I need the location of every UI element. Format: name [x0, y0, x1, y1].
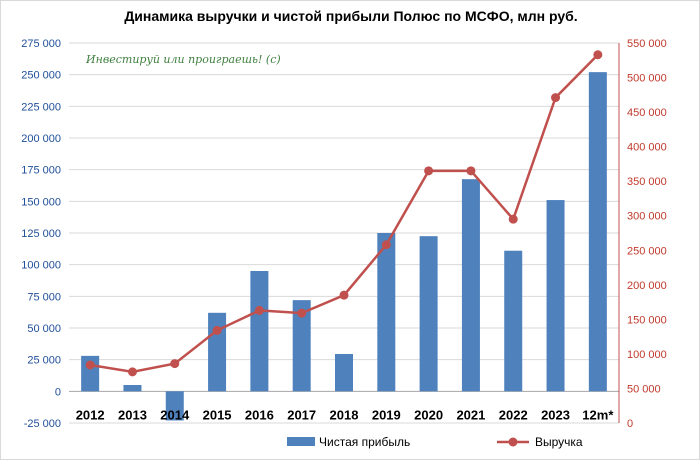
revenue-point-2021: [466, 166, 476, 176]
revenue-point-2014: [170, 359, 180, 369]
left-tick-label: 175 000: [21, 165, 61, 177]
right-tick-label: 400 000: [627, 142, 667, 154]
revenue-point-12m*: [593, 50, 603, 60]
left-tick-label: 200 000: [21, 133, 61, 145]
x-tick-label: 2019: [372, 407, 401, 422]
revenue-point-2019: [381, 240, 391, 250]
left-tick-label: 150 000: [21, 196, 61, 208]
x-tick-label: 2018: [330, 407, 359, 422]
left-tick-label: 25 000: [27, 355, 61, 367]
right-tick-label: 550 000: [627, 38, 667, 50]
chart-title: Динамика выручки и чистой прибыли Полюс …: [124, 8, 577, 24]
right-tick-label: 0: [627, 418, 633, 430]
left-tick-label: 100 000: [21, 260, 61, 272]
x-tick-label: 2013: [118, 407, 147, 422]
x-tick-label: 2014: [160, 407, 190, 422]
bar-2022: [504, 250, 523, 392]
left-axis: -25 000 0 25 000 50 000 75 000 100 000 125 000…: [21, 38, 61, 430]
bar-2016: [250, 271, 269, 392]
right-tick-label: 150 000: [627, 314, 667, 326]
revenue-point-2013: [127, 367, 137, 377]
x-tick-label: 2012: [76, 407, 105, 422]
legend-swatch-revenue-marker: [508, 437, 518, 447]
right-tick-label: 200 000: [627, 280, 667, 292]
left-tick-label: 250 000: [21, 70, 61, 82]
revenue-point-2018: [339, 290, 349, 300]
revenue-point-2023: [551, 93, 561, 103]
x-tick-label: 2021: [456, 407, 485, 422]
watermark-text: Инвестируй или проиграешь! (с): [85, 53, 281, 66]
bar-2021: [461, 179, 480, 392]
legend: Чистая прибыль Выручка: [287, 435, 583, 449]
left-tick-label: 225 000: [21, 101, 61, 113]
x-tick-label: 12m*: [582, 407, 614, 422]
right-tick-label: 500 000: [627, 73, 667, 85]
bar-2015: [208, 312, 227, 392]
right-tick-label: 50 000: [627, 383, 661, 395]
bar-2019: [377, 233, 396, 392]
right-tick-label: 350 000: [627, 176, 667, 188]
revenue-point-2015: [212, 325, 222, 335]
x-tick-label: 2023: [541, 407, 570, 422]
bars-layer: [81, 72, 607, 421]
revenue-point-2016: [254, 305, 264, 315]
bar-2018: [335, 353, 353, 392]
bar-2014: [165, 391, 184, 421]
right-tick-label: 100 000: [627, 349, 667, 361]
left-tick-label: 125 000: [21, 228, 61, 240]
bar-2017: [292, 300, 311, 392]
right-tick-label: 250 000: [627, 245, 667, 257]
revenue-point-2022: [508, 214, 518, 224]
x-axis: 2012 2013 2014 2015 2016 2017 2018 2019 2020 2021…: [76, 407, 615, 422]
left-tick-label: 275 000: [21, 38, 61, 50]
revenue-point-2017: [297, 308, 307, 318]
left-tick-label: -25 000: [24, 418, 61, 430]
bar-2013: [123, 385, 142, 392]
left-tick-label: 75 000: [27, 291, 61, 303]
legend-label-revenue: Выручка: [535, 435, 583, 449]
legend-label-profit: Чистая прибыль: [319, 435, 410, 449]
line-layer: [85, 50, 603, 377]
x-tick-label: 2016: [245, 407, 274, 422]
bar-2023: [546, 200, 565, 392]
revenue-point-2020: [424, 166, 434, 176]
x-tick-label: 2017: [287, 407, 316, 422]
right-axis: 0 50 000 100 000 150 000 200 000 250 000 300 0…: [618, 38, 667, 430]
revenue-point-2012: [85, 360, 95, 370]
left-tick-label: 0: [55, 386, 61, 398]
x-tick-label: 2015: [203, 407, 232, 422]
x-tick-label: 2020: [414, 407, 443, 422]
x-tick-label: 2022: [499, 407, 528, 422]
bar-2020: [419, 236, 438, 392]
bar-12m*: [588, 72, 607, 392]
right-tick-label: 300 000: [627, 211, 667, 223]
left-tick-label: 50 000: [27, 323, 61, 335]
right-tick-label: 450 000: [627, 107, 667, 119]
legend-swatch-profit: [287, 437, 315, 446]
